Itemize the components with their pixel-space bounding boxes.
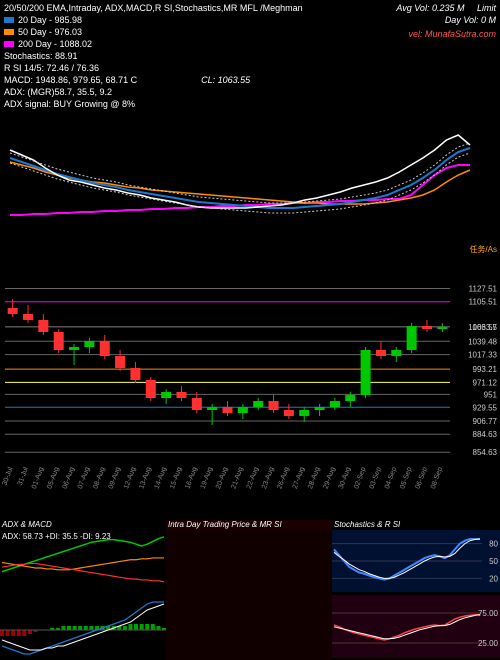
svg-text:1105.51: 1105.51	[469, 298, 498, 307]
svg-text:12-Aug: 12-Aug	[123, 466, 137, 490]
svg-text:22-Aug: 22-Aug	[246, 466, 260, 490]
svg-text:23-Aug: 23-Aug	[261, 466, 275, 490]
svg-text:50: 50	[489, 557, 498, 566]
svg-text:03-Sep: 03-Sep	[369, 466, 383, 490]
svg-text:02-Sep: 02-Sep	[353, 466, 367, 490]
svg-text:26-Aug: 26-Aug	[276, 466, 290, 490]
adx-signal-label: ADX signal: BUY Growing @ 8%	[4, 98, 135, 110]
stochastics-label: Stochastics: 88.91	[4, 50, 78, 62]
svg-text:854.63: 854.63	[473, 448, 498, 457]
svg-text:929.55: 929.55	[473, 403, 498, 412]
svg-text:25.00: 25.00	[478, 639, 499, 648]
svg-text:80: 80	[489, 540, 498, 549]
title-text: 20/50/200 EMA,Intraday, ADX,MACD,R SI,St…	[4, 2, 303, 14]
svg-text:1127.51: 1127.51	[469, 284, 498, 293]
day-vol: Day Vol: 0 M	[396, 14, 496, 26]
stoch-rsi-panel: Stochastics & R SI 80 50 20 75.00 25.00	[332, 520, 500, 660]
upper-chart-svg	[0, 110, 500, 230]
svg-text:20: 20	[489, 574, 498, 583]
svg-text:01-Aug: 01-Aug	[31, 466, 45, 490]
svg-text:04-Sep: 04-Sep	[384, 466, 398, 490]
stoch-rsi-svg: 80 50 20 75.00 25.00	[332, 520, 500, 660]
svg-text:13-Aug: 13-Aug	[138, 466, 152, 490]
svg-text:31-Jul: 31-Jul	[17, 466, 30, 487]
adx-macd-title: ADX & MACD	[2, 520, 52, 529]
svg-text:19-Aug: 19-Aug	[200, 466, 214, 490]
adx-label: ADX: (MGR)58.7, 35.5, 9.2	[4, 86, 112, 98]
stoch-rsi-title: Stochastics & R SI	[334, 520, 400, 529]
svg-text:28-Aug: 28-Aug	[307, 466, 321, 490]
svg-text:06-Aug: 06-Aug	[62, 466, 76, 490]
legend-text: 50 Day - 976.03	[18, 26, 82, 38]
intraday-title: Intra Day Trading Price & MR SI	[168, 520, 282, 529]
svg-text:21-Aug: 21-Aug	[230, 466, 244, 490]
limit: Limit	[477, 3, 496, 13]
svg-text:30-Jul: 30-Jul	[1, 466, 14, 487]
svg-text:29-Aug: 29-Aug	[322, 466, 336, 490]
svg-text:20-Aug: 20-Aug	[215, 466, 229, 490]
legend-swatch	[4, 17, 14, 23]
svg-text:75.00: 75.00	[478, 609, 499, 618]
svg-text:27-Aug: 27-Aug	[292, 466, 306, 490]
close-price-label: CL: 1063.55	[201, 74, 250, 86]
svg-text:884.63: 884.63	[473, 430, 498, 439]
svg-text:07-Aug: 07-Aug	[77, 466, 91, 490]
adx-macd-svg	[0, 520, 166, 660]
header-right: Avg Vol: 0.235 M Limit Day Vol: 0 M vel:…	[396, 2, 496, 40]
candle-chart-svg: 任务/As1127.511105.511063.71063.551039.481…	[0, 240, 500, 500]
svg-text:906.77: 906.77	[473, 417, 498, 426]
svg-text:30-Aug: 30-Aug	[338, 466, 352, 490]
site-credit: vel: MunafaSutra.com	[396, 28, 496, 40]
intraday-svg	[166, 520, 332, 660]
intraday-panel: Intra Day Trading Price & MR SI	[166, 520, 332, 660]
legend-swatch	[4, 29, 14, 35]
adx-macd-panel: ADX & MACD ADX: 58.73 +DI: 35.5 -DI: 9.2…	[0, 520, 166, 660]
svg-text:任务/As: 任务/As	[469, 244, 497, 254]
bottom-panels: ADX & MACD ADX: 58.73 +DI: 35.5 -DI: 9.2…	[0, 520, 500, 640]
svg-text:08-Sep: 08-Sep	[430, 466, 444, 490]
svg-text:951: 951	[484, 390, 498, 399]
svg-text:971.12: 971.12	[473, 378, 498, 387]
macd-label: MACD: 1948.86, 979.65, 68.71 C	[4, 74, 137, 86]
svg-text:15-Aug: 15-Aug	[169, 466, 183, 490]
svg-text:06-Sep: 06-Sep	[415, 466, 429, 490]
avg-vol: Avg Vol: 0.235 M	[396, 3, 464, 13]
svg-text:14-Aug: 14-Aug	[154, 466, 168, 490]
legend-text: 200 Day - 1088.02	[18, 38, 92, 50]
upper-indicator-panel	[0, 110, 500, 230]
svg-text:16-Aug: 16-Aug	[184, 466, 198, 490]
svg-text:1063.55: 1063.55	[468, 323, 497, 332]
adx-values: ADX: 58.73 +DI: 35.5 -DI: 9.23	[2, 532, 111, 541]
svg-text:08-Aug: 08-Aug	[92, 466, 106, 490]
legend-text: 20 Day - 985.98	[18, 14, 82, 26]
rsi-label: R SI 14/5: 72.46 / 76.36	[4, 62, 99, 74]
candlestick-panel: 任务/As1127.511105.511063.71063.551039.481…	[0, 240, 500, 500]
legend-swatch	[4, 41, 14, 47]
svg-text:05-Aug: 05-Aug	[46, 466, 60, 490]
svg-text:993.21: 993.21	[473, 365, 498, 374]
svg-text:1017.33: 1017.33	[468, 351, 497, 360]
svg-text:09-Aug: 09-Aug	[108, 466, 122, 490]
svg-text:05-Sep: 05-Sep	[399, 466, 413, 490]
svg-text:1039.48: 1039.48	[468, 337, 497, 346]
